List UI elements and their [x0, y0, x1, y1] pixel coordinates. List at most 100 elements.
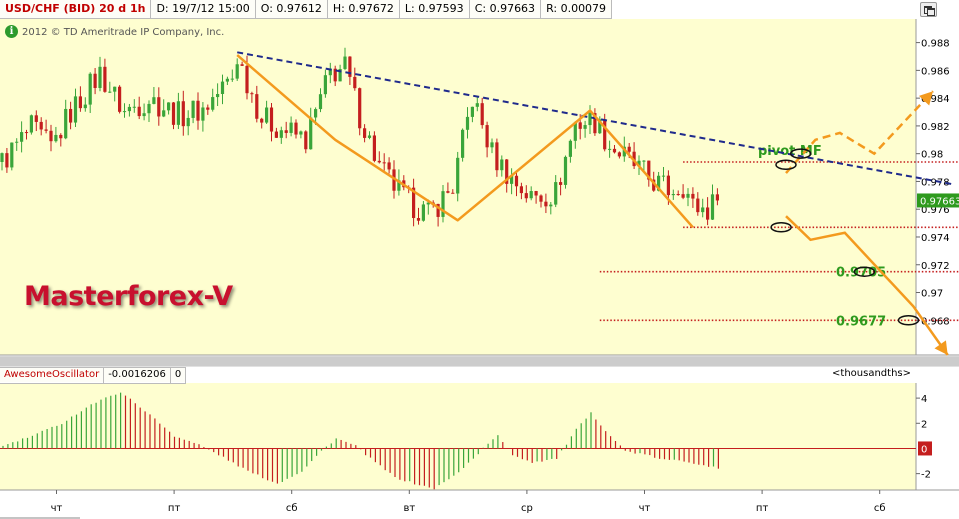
candle-body — [387, 162, 391, 170]
x-tick-label: пт — [168, 503, 181, 514]
candle-body — [573, 122, 577, 141]
candle-body — [137, 106, 141, 117]
candle-body — [676, 194, 680, 196]
oscillator-header: AwesomeOscillator -0.0016206 0 — [0, 367, 187, 384]
candle-body — [647, 160, 651, 180]
candle-body — [255, 94, 259, 119]
candle-body — [274, 131, 278, 138]
candle-body — [24, 132, 29, 134]
candle-body — [441, 191, 445, 217]
oscillator-name[interactable]: AwesomeOscillator — [0, 367, 105, 384]
price-tick-label: 0.976 — [921, 205, 950, 216]
candle-body — [363, 128, 367, 138]
oscillator-value: -0.0016206 — [104, 367, 171, 384]
candle-body — [593, 113, 597, 134]
candle-body — [358, 88, 362, 129]
candle-body — [108, 91, 112, 93]
candle-body — [118, 86, 122, 112]
x-tick-label: пт — [756, 503, 769, 514]
candle-body — [622, 146, 626, 157]
candle-body — [284, 130, 288, 133]
candle-body — [49, 130, 53, 142]
candle-body — [318, 94, 323, 110]
candle-body — [568, 140, 572, 157]
candle-body — [666, 175, 670, 196]
candle-body — [544, 201, 548, 207]
osc-zero-label: 0 — [921, 444, 927, 455]
price-tick-label: 0.988 — [921, 39, 950, 50]
candle-body — [691, 193, 695, 199]
candle-body — [245, 65, 249, 94]
oscillator-units: <thousandths> — [832, 368, 911, 379]
candle-body — [686, 193, 690, 198]
candle-body — [377, 160, 381, 163]
price-tick-label: 0.978 — [921, 177, 950, 188]
level-label-2: 0.9677 — [836, 314, 886, 329]
candle-body — [608, 148, 612, 150]
candle-body — [485, 125, 489, 148]
candle-body — [495, 142, 499, 171]
target-ellipse — [789, 148, 812, 159]
candle-body — [15, 141, 19, 143]
level-label-pivot: pivot MF — [758, 144, 822, 159]
bar-date: D: 19/7/12 15:00 — [151, 0, 256, 18]
candle-body — [69, 108, 73, 123]
candle-body — [372, 135, 376, 161]
candle-body — [519, 186, 523, 194]
candle-body — [446, 191, 450, 193]
candle-body — [162, 110, 166, 117]
candle-body — [132, 106, 136, 108]
candle-body — [505, 159, 509, 184]
candle-body — [706, 207, 710, 220]
candle-body — [343, 56, 347, 69]
candle-body — [59, 134, 63, 139]
x-tick-label: сб — [874, 503, 886, 514]
symbol-label[interactable]: USD/CHF (BID) 20 d 1h — [0, 0, 152, 18]
candle-body — [559, 182, 563, 185]
candle-body — [260, 118, 264, 123]
candle-body — [612, 148, 617, 153]
candle-body — [279, 130, 283, 138]
candle-body — [186, 117, 190, 127]
candle-body — [583, 125, 587, 129]
candle-body — [392, 169, 396, 191]
candle-body — [323, 75, 327, 95]
candle-body — [98, 66, 102, 88]
candle-body — [416, 218, 421, 221]
candle-body — [671, 194, 675, 196]
last-price-tag — [917, 193, 959, 208]
candle-body — [510, 175, 514, 184]
x-tick-label: чт — [51, 503, 63, 514]
oscillator-extra: 0 — [170, 367, 187, 384]
candle-body — [701, 207, 705, 213]
restore-window-icon[interactable] — [920, 2, 937, 17]
candle-body — [299, 131, 303, 135]
price-axis-panel — [916, 19, 959, 355]
bar-open: O: 0.97612 — [256, 0, 328, 18]
candle-body — [657, 175, 661, 191]
x-tick-label: сб — [286, 503, 298, 514]
candle-body — [265, 107, 269, 123]
price-tick-label: 0.98 — [921, 150, 943, 161]
candle-body — [715, 194, 719, 201]
candle-body — [44, 129, 48, 131]
x-tick-label: чт — [639, 503, 651, 514]
pattern-line — [236, 54, 694, 229]
candle-body — [309, 117, 313, 150]
candle-body — [220, 81, 225, 95]
candle-body — [696, 198, 700, 213]
candle-body — [475, 103, 479, 107]
candle-body — [5, 153, 9, 168]
candle-body — [142, 113, 146, 117]
info-icon[interactable]: i — [5, 25, 18, 38]
price-tick-label: 0.986 — [921, 66, 950, 77]
candle-body — [206, 107, 210, 110]
candle-body — [681, 194, 685, 198]
candle-body — [73, 96, 78, 123]
candle-body — [461, 129, 465, 158]
candle-body — [426, 202, 430, 205]
candle-body — [181, 101, 185, 127]
price-tick-label: 0.972 — [921, 261, 950, 272]
candle-body — [421, 204, 425, 221]
candle-body — [113, 86, 117, 92]
